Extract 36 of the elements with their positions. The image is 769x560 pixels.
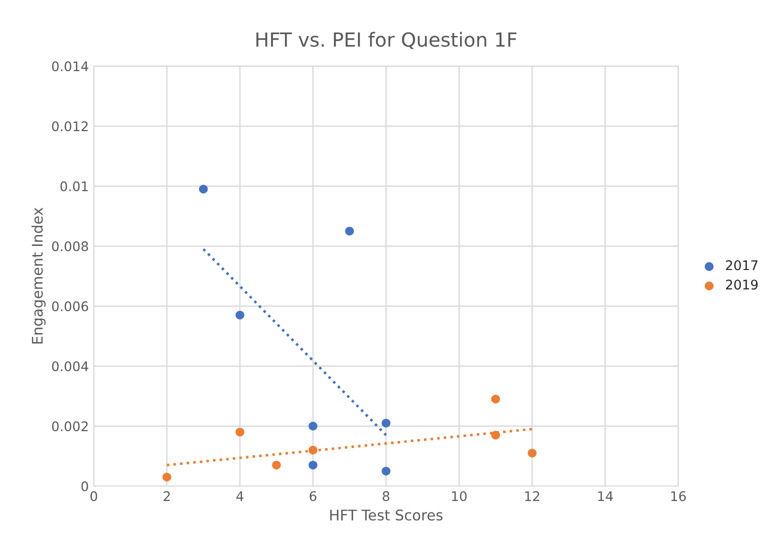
y-tick-label: 0: [81, 481, 88, 492]
x-tick-label: 12: [525, 491, 540, 501]
x-tick-label: 14: [598, 491, 613, 501]
y-tick-label: 0.014: [52, 61, 88, 72]
x-tick-label: 4: [236, 491, 244, 501]
x-tick-label: 16: [671, 491, 686, 502]
y-tick-label: 0.012: [52, 121, 88, 132]
point: [345, 226, 354, 236]
point: [308, 460, 318, 470]
y-axis-title: Engagement Index: [32, 208, 46, 344]
point: [308, 446, 318, 454]
point: [382, 418, 390, 428]
x-tick-label: 0: [90, 491, 98, 502]
legend-label: 2017: [726, 260, 758, 270]
legend-label: 2019: [726, 280, 758, 290]
x-tick-label: 6: [310, 491, 316, 502]
y-tick-label: 0.004: [52, 361, 88, 372]
point: [236, 310, 244, 320]
point: [491, 394, 500, 404]
point: [491, 430, 500, 440]
y-tick-label: 0.008: [52, 241, 88, 252]
point: [308, 422, 318, 430]
point: [382, 466, 390, 476]
point: [236, 428, 244, 436]
x-tick-label: 8: [382, 491, 390, 502]
x-axis-title: HFT Test Scores: [330, 510, 443, 521]
chart-title: HFT vs. PEI for Question 1F: [256, 32, 516, 50]
point: [199, 184, 208, 194]
y-tick-label: 0.01: [60, 181, 88, 192]
point: [162, 472, 172, 482]
point: [272, 460, 281, 470]
x-tick-label: 2: [164, 491, 170, 501]
x-tick-label: 10: [452, 491, 467, 502]
point: [528, 448, 537, 458]
y-tick-label: 0.006: [52, 301, 88, 312]
y-tick-label: 0.002: [52, 421, 88, 432]
